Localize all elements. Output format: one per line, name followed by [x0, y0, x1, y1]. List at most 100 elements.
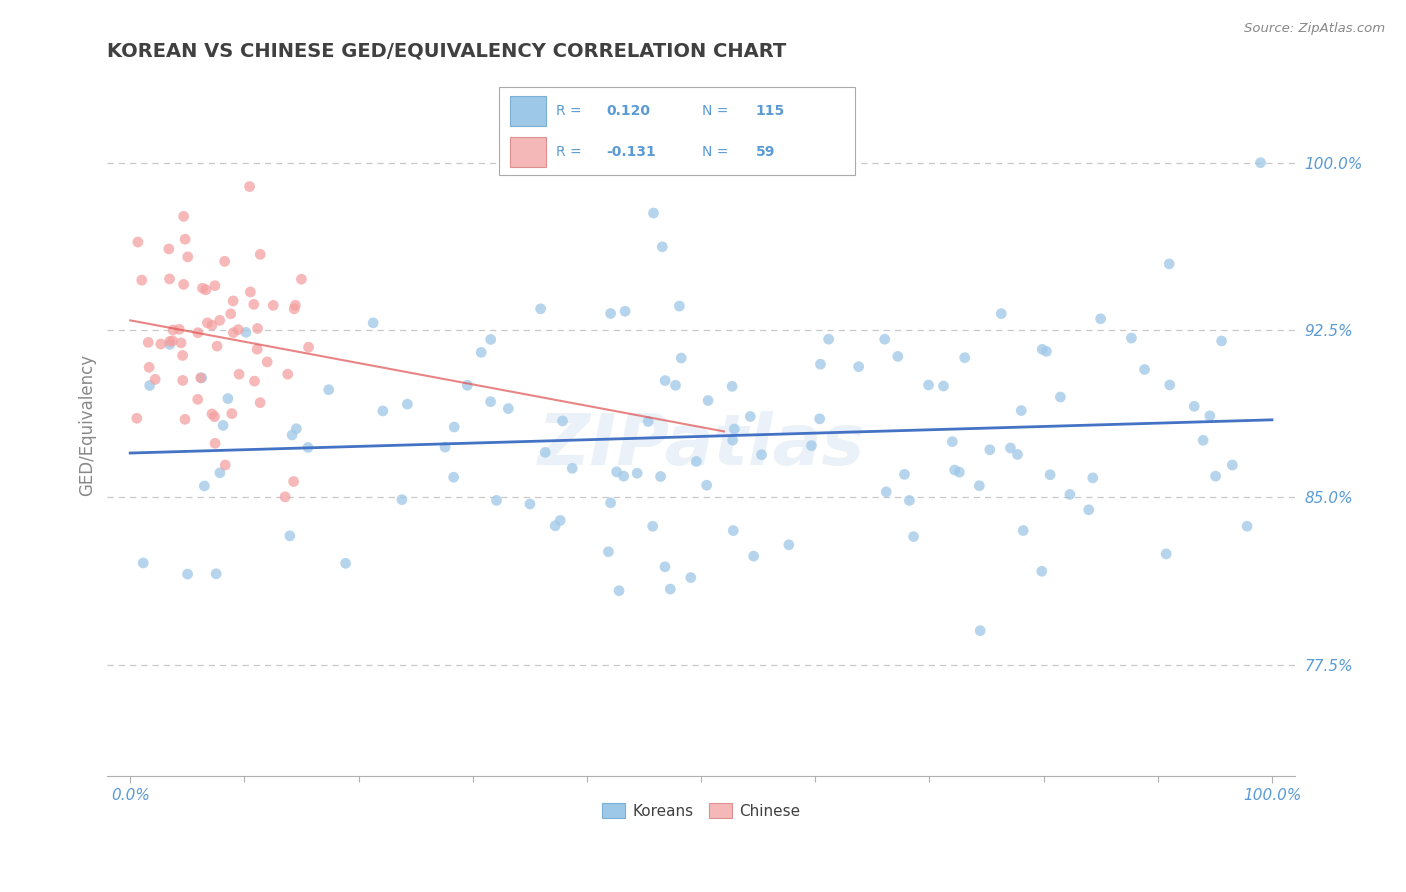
Point	[249, 247, 271, 261]
Point	[1154, 547, 1177, 561]
Point	[1159, 257, 1181, 271]
Point	[193, 479, 215, 493]
Point	[285, 422, 308, 436]
Point	[131, 273, 153, 287]
Point	[143, 372, 166, 386]
Point	[1081, 471, 1104, 485]
Point	[278, 529, 301, 543]
Point	[887, 350, 910, 364]
Point	[613, 469, 636, 483]
Point	[170, 335, 193, 350]
Point	[519, 497, 541, 511]
Point	[1059, 487, 1081, 501]
Point	[159, 337, 181, 351]
Point	[138, 378, 160, 392]
Point	[607, 583, 630, 598]
Point	[190, 371, 212, 385]
Point	[187, 326, 209, 340]
Point	[169, 322, 191, 336]
Point	[283, 475, 305, 489]
Point	[685, 454, 707, 468]
Point	[157, 242, 180, 256]
Point	[177, 250, 200, 264]
Point	[643, 206, 665, 220]
Point	[498, 401, 520, 416]
Point	[246, 321, 269, 335]
Point	[201, 407, 224, 421]
Point	[654, 559, 676, 574]
Point	[318, 383, 340, 397]
Point	[599, 306, 621, 320]
Point	[651, 240, 673, 254]
Point	[191, 281, 214, 295]
Point	[297, 441, 319, 455]
Point	[664, 378, 686, 392]
Point	[530, 301, 553, 316]
Point	[1031, 564, 1053, 578]
Point	[606, 465, 628, 479]
Point	[174, 412, 197, 426]
Point	[721, 379, 744, 393]
Point	[1049, 390, 1071, 404]
Point	[990, 307, 1012, 321]
Point	[969, 624, 991, 638]
Point	[551, 414, 574, 428]
Point	[239, 179, 262, 194]
Point	[1031, 343, 1053, 357]
Point	[1198, 409, 1220, 423]
Point	[243, 297, 266, 311]
Point	[479, 333, 502, 347]
Point	[173, 210, 195, 224]
Point	[969, 479, 991, 493]
Point	[172, 349, 194, 363]
Point	[174, 232, 197, 246]
Point	[1211, 334, 1233, 348]
Point	[208, 313, 231, 327]
Point	[221, 407, 243, 421]
Point	[219, 307, 242, 321]
Point	[742, 549, 765, 563]
Point	[1090, 311, 1112, 326]
Point	[599, 496, 621, 510]
Point	[614, 304, 637, 318]
Point	[470, 345, 492, 359]
Point	[903, 530, 925, 544]
Point	[277, 367, 299, 381]
Point	[212, 418, 235, 433]
Point	[159, 272, 181, 286]
Point	[262, 298, 284, 312]
Point	[696, 478, 718, 492]
Point	[205, 566, 228, 581]
Point	[205, 339, 228, 353]
Point	[1039, 467, 1062, 482]
Point	[239, 285, 262, 299]
Point	[173, 277, 195, 292]
Legend: Koreans, Chinese: Koreans, Chinese	[596, 797, 807, 825]
Point	[297, 340, 319, 354]
Point	[204, 409, 226, 424]
Point	[1159, 378, 1181, 392]
Point	[948, 465, 970, 479]
Point	[214, 458, 236, 472]
Point	[214, 254, 236, 268]
Point	[671, 351, 693, 365]
Point	[898, 493, 921, 508]
Point	[544, 518, 567, 533]
Point	[723, 524, 745, 538]
Point	[668, 299, 690, 313]
Point	[1012, 524, 1035, 538]
Point	[125, 411, 148, 425]
Point	[361, 316, 384, 330]
Point	[391, 492, 413, 507]
Point	[138, 360, 160, 375]
Point	[1077, 503, 1099, 517]
Text: KOREAN VS CHINESE GED/EQUIVALENCY CORRELATION CHART: KOREAN VS CHINESE GED/EQUIVALENCY CORREL…	[107, 42, 786, 61]
Point	[172, 374, 194, 388]
Point	[1133, 362, 1156, 376]
Point	[1250, 155, 1272, 169]
Point	[162, 334, 184, 348]
Point	[721, 433, 744, 447]
Point	[1236, 519, 1258, 533]
Text: ZIPatlas: ZIPatlas	[537, 411, 865, 481]
Point	[434, 440, 457, 454]
